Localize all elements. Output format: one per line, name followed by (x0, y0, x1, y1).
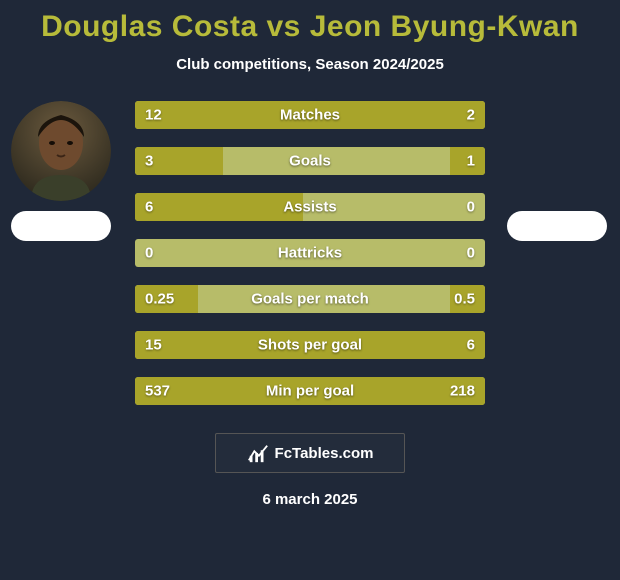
brand-text: FcTables.com (275, 445, 374, 462)
stat-value-left: 12 (145, 107, 162, 124)
stat-value-right: 0 (467, 199, 475, 216)
title-player2: Jeon Byung-Kwan (310, 10, 579, 43)
avatar-left-image (11, 101, 111, 201)
title-player1: Douglas Costa (41, 10, 258, 43)
stat-value-right: 0 (467, 245, 475, 262)
stat-row: 60Assists (135, 193, 485, 221)
title-vs: vs (266, 10, 300, 43)
stat-row: 31Goals (135, 147, 485, 175)
date: 6 march 2025 (0, 491, 620, 508)
page-title: Douglas Costa vs Jeon Byung-Kwan (0, 10, 620, 44)
stat-value-left: 0.25 (145, 291, 174, 308)
stat-value-right: 0.5 (454, 291, 475, 308)
stat-bars: 122Matches31Goals60Assists00Hattricks0.2… (135, 101, 485, 405)
stat-row: 122Matches (135, 101, 485, 129)
stat-value-right: 2 (467, 107, 475, 124)
subtitle: Club competitions, Season 2024/2025 (0, 56, 620, 73)
flag-left (11, 211, 111, 241)
stat-value-left: 537 (145, 383, 170, 400)
stat-row: 537218Min per goal (135, 377, 485, 405)
comparison-card: Douglas Costa vs Jeon Byung-Kwan Club co… (0, 0, 620, 580)
stat-value-right: 1 (467, 153, 475, 170)
player-left (6, 101, 116, 241)
stat-label: Hattricks (135, 245, 485, 262)
stat-row: 0 0Hattricks (135, 239, 485, 267)
player-right (502, 101, 612, 241)
arena: 122Matches31Goals60Assists00Hattricks0.2… (0, 101, 620, 405)
stat-value-right: 218 (450, 383, 475, 400)
avatar-left (11, 101, 111, 201)
stat-value-left: 0 (145, 245, 153, 262)
stat-row: 0.250.5Goals per match (135, 285, 485, 313)
brand-chart-icon (247, 442, 269, 464)
bar-fill-left (135, 377, 422, 405)
stat-row: 156Shots per goal (135, 331, 485, 359)
bar-fill-left (135, 101, 408, 129)
stat-value-left: 3 (145, 153, 153, 170)
flag-right (507, 211, 607, 241)
bar-fill-left (135, 331, 468, 359)
stat-value-left: 15 (145, 337, 162, 354)
brand-badge[interactable]: FcTables.com (215, 433, 405, 473)
stat-value-right: 6 (467, 337, 475, 354)
bar-fill-left (135, 193, 303, 221)
stat-value-left: 6 (145, 199, 153, 216)
